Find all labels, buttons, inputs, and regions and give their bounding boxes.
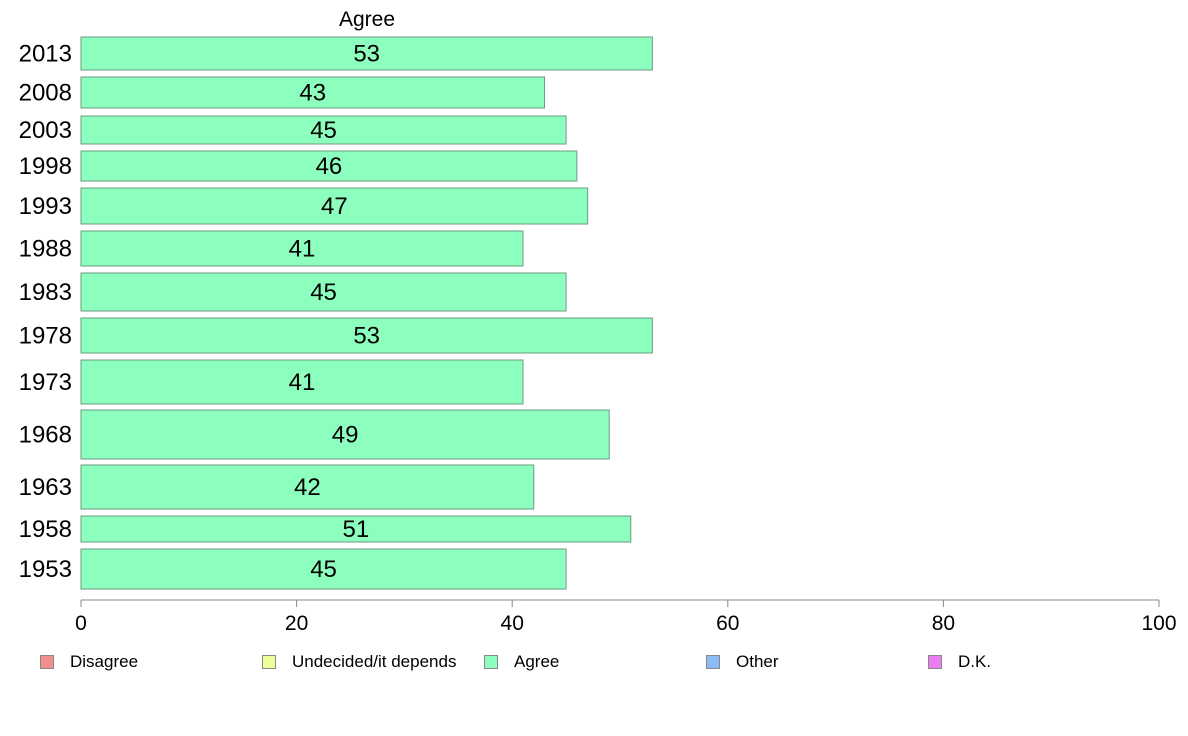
- legend-label: D.K.: [958, 652, 992, 671]
- data-label: 45: [310, 556, 337, 583]
- data-label: 45: [310, 117, 337, 144]
- y-tick-label: 1998: [19, 153, 72, 180]
- y-tick-label: 1993: [19, 193, 72, 220]
- chart-title: Agree: [339, 8, 395, 31]
- x-tick-label: 20: [285, 612, 308, 635]
- legend-item: Disagree: [40, 652, 138, 672]
- legend-item: Agree: [484, 652, 559, 672]
- legend-label: Other: [736, 652, 779, 671]
- data-label: 53: [353, 323, 380, 350]
- x-tick-label: 100: [1141, 612, 1176, 635]
- y-tick-label: 1988: [19, 236, 72, 263]
- legend-swatch: [484, 655, 498, 669]
- legend-item: D.K.: [928, 652, 991, 672]
- bar: [80, 187, 589, 225]
- y-tick-label: 1983: [19, 279, 72, 306]
- legend: Disagree Undecided/it depends Agree Other D.…: [0, 652, 1188, 676]
- y-tick-label: 1978: [19, 323, 72, 350]
- legend-swatch: [928, 655, 942, 669]
- bar: [80, 115, 567, 145]
- data-label: 43: [299, 80, 326, 107]
- legend-swatch: [262, 655, 276, 669]
- data-label: 49: [332, 422, 359, 449]
- x-tick-label: 0: [75, 612, 87, 635]
- legend-swatch: [706, 655, 720, 669]
- y-tick-label: 1958: [19, 516, 72, 543]
- data-label: 47: [321, 193, 348, 220]
- y-tick-label: 2003: [19, 117, 72, 144]
- bar: [80, 272, 567, 312]
- x-tick-label: 60: [716, 612, 739, 635]
- y-tick-label: 1973: [19, 369, 72, 396]
- y-tick-label: 1953: [19, 556, 72, 583]
- x-tick-label: 40: [501, 612, 524, 635]
- x-axis: 0 20 40 60 80 100: [75, 599, 1177, 635]
- data-label: 41: [289, 369, 316, 396]
- bar: [80, 230, 524, 267]
- y-tick-label: 1968: [19, 422, 72, 449]
- data-label: 53: [353, 41, 380, 68]
- bar: [80, 464, 535, 510]
- y-tick-label: 2013: [19, 41, 72, 68]
- bar: [80, 409, 610, 460]
- bar-chart: Agree 2013 53 2008 43 2003 45 1998 46 1993 47 1988…: [19, 8, 1177, 635]
- bars-group: 2013 53 2008 43 2003 45 1998 46 1993 47 1988 41 1983…: [19, 36, 653, 590]
- bar: [80, 76, 546, 109]
- y-tick-label: 2008: [19, 80, 72, 107]
- data-label: 46: [316, 153, 343, 180]
- legend-swatch: [40, 655, 54, 669]
- legend-label: Disagree: [70, 652, 139, 671]
- data-label: 45: [310, 279, 337, 306]
- data-label: 41: [289, 236, 316, 263]
- bar: [80, 359, 524, 405]
- bar: [80, 548, 567, 590]
- legend-item: Undecided/it depends: [262, 652, 456, 672]
- x-tick-label: 80: [932, 612, 955, 635]
- bar: [80, 515, 632, 543]
- y-tick-label: 1963: [19, 474, 72, 501]
- data-label: 42: [294, 474, 321, 501]
- bar: [80, 36, 653, 71]
- bar: [80, 317, 653, 354]
- bar: [80, 150, 578, 182]
- data-label: 51: [343, 516, 370, 543]
- legend-label: Agree: [514, 652, 560, 671]
- legend-item: Other: [706, 652, 779, 672]
- legend-label: Undecided/it depends: [292, 652, 457, 671]
